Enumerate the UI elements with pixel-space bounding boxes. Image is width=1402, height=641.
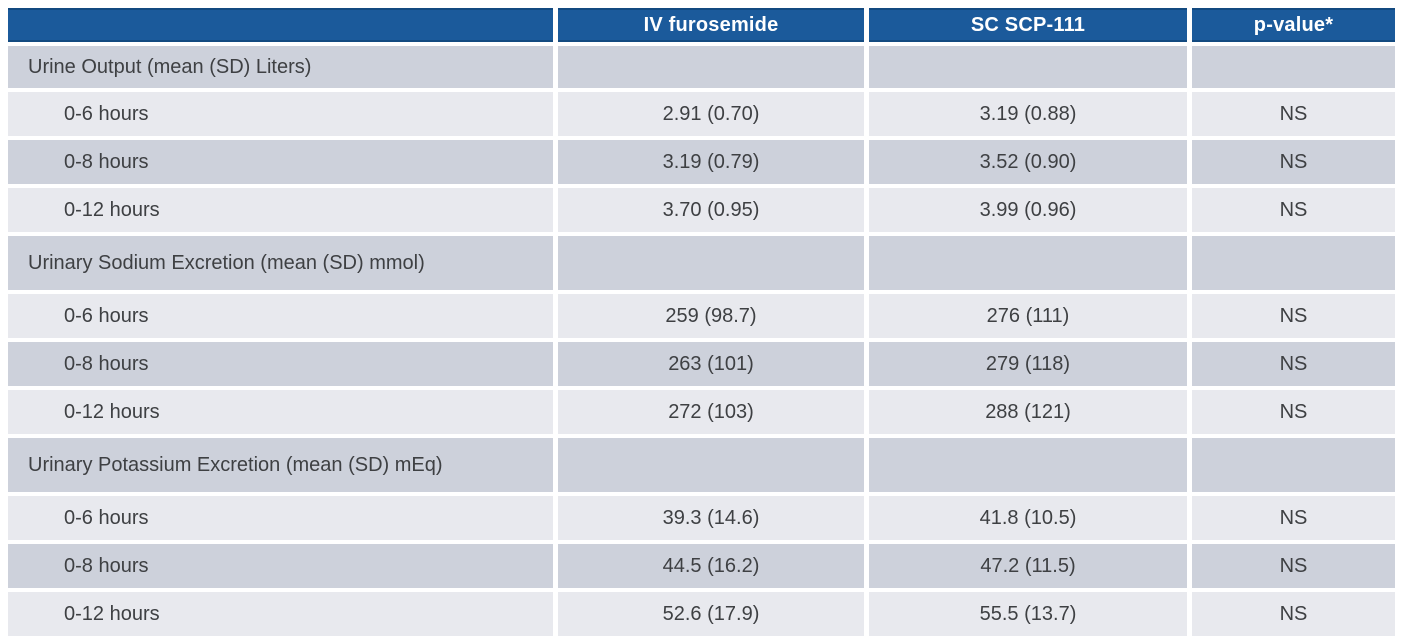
value-cell: 3.52 (0.90) (869, 140, 1187, 184)
value-cell: 2.91 (0.70) (558, 92, 864, 136)
table-row: 0-6 hours 39.3 (14.6) 41.8 (10.5) NS (8, 496, 1395, 540)
value-cell: 39.3 (14.6) (558, 496, 864, 540)
row-label-cell: 0-6 hours (8, 496, 553, 540)
value-cell: 3.70 (0.95) (558, 188, 864, 232)
row-label-cell: 0-8 hours (8, 342, 553, 386)
table-row: 0-12 hours 52.6 (17.9) 55.5 (13.7) NS (8, 592, 1395, 636)
row-label-cell: 0-6 hours (8, 92, 553, 136)
pvalue-cell: NS (1192, 496, 1395, 540)
pvalue-cell: NS (1192, 140, 1395, 184)
pvalue-cell (1192, 236, 1395, 290)
value-cell: 41.8 (10.5) (869, 496, 1187, 540)
value-cell: 55.5 (13.7) (869, 592, 1187, 636)
section-label: Urinary Sodium Excretion (mean (SD) mmol… (8, 236, 553, 290)
pvalue-cell (1192, 438, 1395, 492)
pvalue-cell (1192, 46, 1395, 88)
value-cell: 288 (121) (869, 390, 1187, 434)
column-header-iv-furosemide: IV furosemide (558, 8, 864, 42)
table-row: 0-8 hours 44.5 (16.2) 47.2 (11.5) NS (8, 544, 1395, 588)
section-row-sodium-excretion: Urinary Sodium Excretion (mean (SD) mmol… (8, 236, 1395, 290)
pvalue-cell: NS (1192, 294, 1395, 338)
row-label-cell: 0-12 hours (8, 390, 553, 434)
pvalue-cell: NS (1192, 342, 1395, 386)
value-cell: 279 (118) (869, 342, 1187, 386)
results-table: IV furosemide SC SCP-111 p-value* Urine … (3, 4, 1400, 640)
table-row: 0-8 hours 3.19 (0.79) 3.52 (0.90) NS (8, 140, 1395, 184)
value-cell (558, 438, 864, 492)
value-cell (869, 438, 1187, 492)
table-row: 0-6 hours 2.91 (0.70) 3.19 (0.88) NS (8, 92, 1395, 136)
value-cell (869, 46, 1187, 88)
pvalue-cell: NS (1192, 592, 1395, 636)
pvalue-cell: NS (1192, 188, 1395, 232)
table-row: 0-12 hours 3.70 (0.95) 3.99 (0.96) NS (8, 188, 1395, 232)
table-row: 0-6 hours 259 (98.7) 276 (111) NS (8, 294, 1395, 338)
section-row-urine-output: Urine Output (mean (SD) Liters) (8, 46, 1395, 88)
column-header-sc-scp-111: SC SCP-111 (869, 8, 1187, 42)
value-cell: 263 (101) (558, 342, 864, 386)
value-cell: 47.2 (11.5) (869, 544, 1187, 588)
value-cell: 259 (98.7) (558, 294, 864, 338)
pvalue-cell: NS (1192, 544, 1395, 588)
row-label-cell: 0-8 hours (8, 544, 553, 588)
value-cell: 44.5 (16.2) (558, 544, 864, 588)
table-row: 0-12 hours 272 (103) 288 (121) NS (8, 390, 1395, 434)
value-cell (558, 236, 864, 290)
section-label: Urine Output (mean (SD) Liters) (8, 46, 553, 88)
value-cell: 276 (111) (869, 294, 1187, 338)
value-cell: 3.19 (0.79) (558, 140, 864, 184)
header-row: IV furosemide SC SCP-111 p-value* (8, 8, 1395, 42)
row-label-cell: 0-6 hours (8, 294, 553, 338)
value-cell (558, 46, 864, 88)
value-cell: 272 (103) (558, 390, 864, 434)
value-cell: 52.6 (17.9) (558, 592, 864, 636)
pvalue-cell: NS (1192, 92, 1395, 136)
column-header-p-value: p-value* (1192, 8, 1395, 42)
row-label-cell: 0-12 hours (8, 188, 553, 232)
value-cell: 3.99 (0.96) (869, 188, 1187, 232)
row-label-cell: 0-12 hours (8, 592, 553, 636)
value-cell: 3.19 (0.88) (869, 92, 1187, 136)
row-label-cell: 0-8 hours (8, 140, 553, 184)
pvalue-cell: NS (1192, 390, 1395, 434)
column-header-empty (8, 8, 553, 42)
table-row: 0-8 hours 263 (101) 279 (118) NS (8, 342, 1395, 386)
section-label: Urinary Potassium Excretion (mean (SD) m… (8, 438, 553, 492)
section-row-potassium-excretion: Urinary Potassium Excretion (mean (SD) m… (8, 438, 1395, 492)
value-cell (869, 236, 1187, 290)
